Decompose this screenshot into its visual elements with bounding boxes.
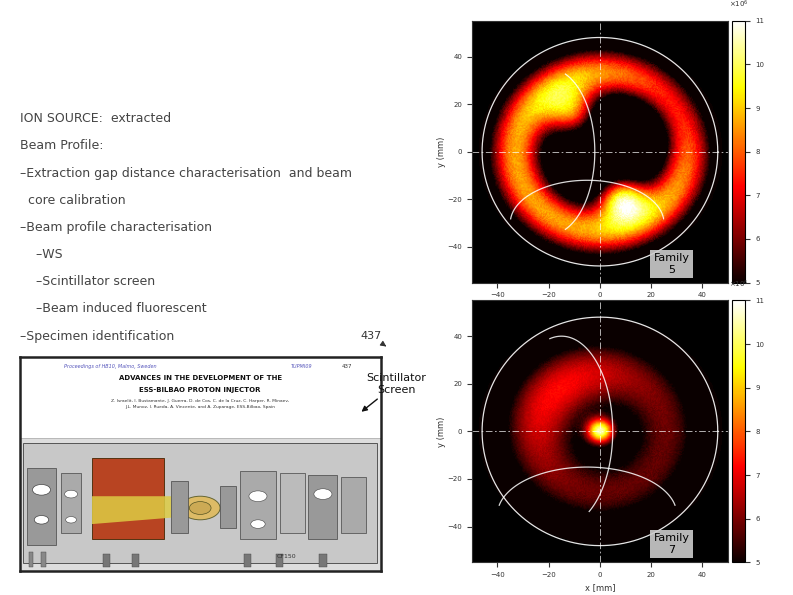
- Text: STAGE 1 Commissioning: STAGE 1 Commissioning: [114, 27, 679, 69]
- Text: –Specimen identification: –Specimen identification: [20, 330, 174, 343]
- Text: $\times 10^6$: $\times 10^6$: [729, 0, 749, 10]
- Bar: [308, 475, 337, 539]
- X-axis label: x [mm]: x [mm]: [584, 304, 615, 313]
- Bar: [24, 443, 377, 563]
- Bar: [341, 477, 366, 533]
- Bar: [41, 552, 46, 567]
- Bar: [132, 554, 139, 567]
- Bar: [220, 486, 236, 528]
- Bar: [320, 554, 327, 567]
- Bar: [20, 357, 381, 439]
- Bar: [92, 458, 164, 539]
- Text: CF150: CF150: [277, 555, 297, 559]
- Text: –WS: –WS: [20, 248, 63, 261]
- Bar: [61, 472, 81, 533]
- Y-axis label: y (mm): y (mm): [437, 136, 446, 167]
- Circle shape: [249, 491, 267, 502]
- Text: –Scintillator screen: –Scintillator screen: [20, 275, 155, 288]
- Bar: [243, 554, 251, 567]
- Bar: [276, 554, 283, 567]
- Text: –Beam profile characterisation: –Beam profile characterisation: [20, 221, 212, 234]
- Y-axis label: y (mm): y (mm): [437, 416, 446, 447]
- Bar: [171, 481, 188, 533]
- Circle shape: [66, 516, 76, 523]
- Text: Family
7: Family 7: [653, 533, 690, 555]
- Circle shape: [190, 502, 211, 515]
- Text: –Beam induced fluorescent: –Beam induced fluorescent: [20, 302, 206, 315]
- Text: J.L. Munoz, I. Rueda, A. Vincente, and A. Zuparage, ESS-Bilbao, Spain: J.L. Munoz, I. Rueda, A. Vincente, and A…: [125, 405, 275, 409]
- Text: core calibration: core calibration: [20, 194, 125, 207]
- Polygon shape: [92, 496, 171, 524]
- Circle shape: [64, 490, 78, 498]
- Text: ADVANCES IN THE DEVELOPMENT OF THE: ADVANCES IN THE DEVELOPMENT OF THE: [119, 375, 282, 381]
- Text: TUPMI09: TUPMI09: [290, 364, 312, 369]
- Circle shape: [314, 488, 332, 499]
- Bar: [103, 554, 110, 567]
- Text: 437: 437: [341, 364, 352, 369]
- Text: ESS-BILBAO PROTON INJECTOR: ESS-BILBAO PROTON INJECTOR: [140, 387, 261, 393]
- Text: Family
5: Family 5: [653, 253, 690, 275]
- Text: $\times 10^6$: $\times 10^6$: [729, 278, 749, 290]
- Bar: [240, 471, 276, 539]
- Circle shape: [33, 484, 51, 495]
- Circle shape: [180, 496, 220, 520]
- Text: 437: 437: [361, 331, 385, 346]
- Bar: [29, 552, 33, 567]
- Circle shape: [34, 515, 48, 524]
- Bar: [27, 468, 56, 546]
- Text: Z. Israelit, I. Bustamante, J. Guerra, D. de Cos, C. de la Cruz, C. Harper, R. M: Z. Israelit, I. Bustamante, J. Guerra, D…: [111, 399, 289, 403]
- Text: Beam Profile:: Beam Profile:: [20, 139, 103, 152]
- X-axis label: x [mm]: x [mm]: [584, 584, 615, 593]
- Bar: [280, 472, 305, 533]
- Circle shape: [251, 520, 265, 528]
- Text: Scintillator
Screen: Scintillator Screen: [362, 373, 427, 411]
- Text: –Studies of Fringe field effects: –Studies of Fringe field effects: [20, 356, 209, 369]
- Text: –Studies of Kr neutralisation effects: –Studies of Kr neutralisation effects: [20, 384, 243, 397]
- Bar: [20, 439, 381, 571]
- Text: –Extraction gap distance characterisation  and beam: –Extraction gap distance characterisatio…: [20, 167, 352, 180]
- Text: ION SOURCE:  extracted: ION SOURCE: extracted: [20, 112, 171, 126]
- Text: Proceedings of HB10, Malmo, Sweden: Proceedings of HB10, Malmo, Sweden: [63, 364, 156, 369]
